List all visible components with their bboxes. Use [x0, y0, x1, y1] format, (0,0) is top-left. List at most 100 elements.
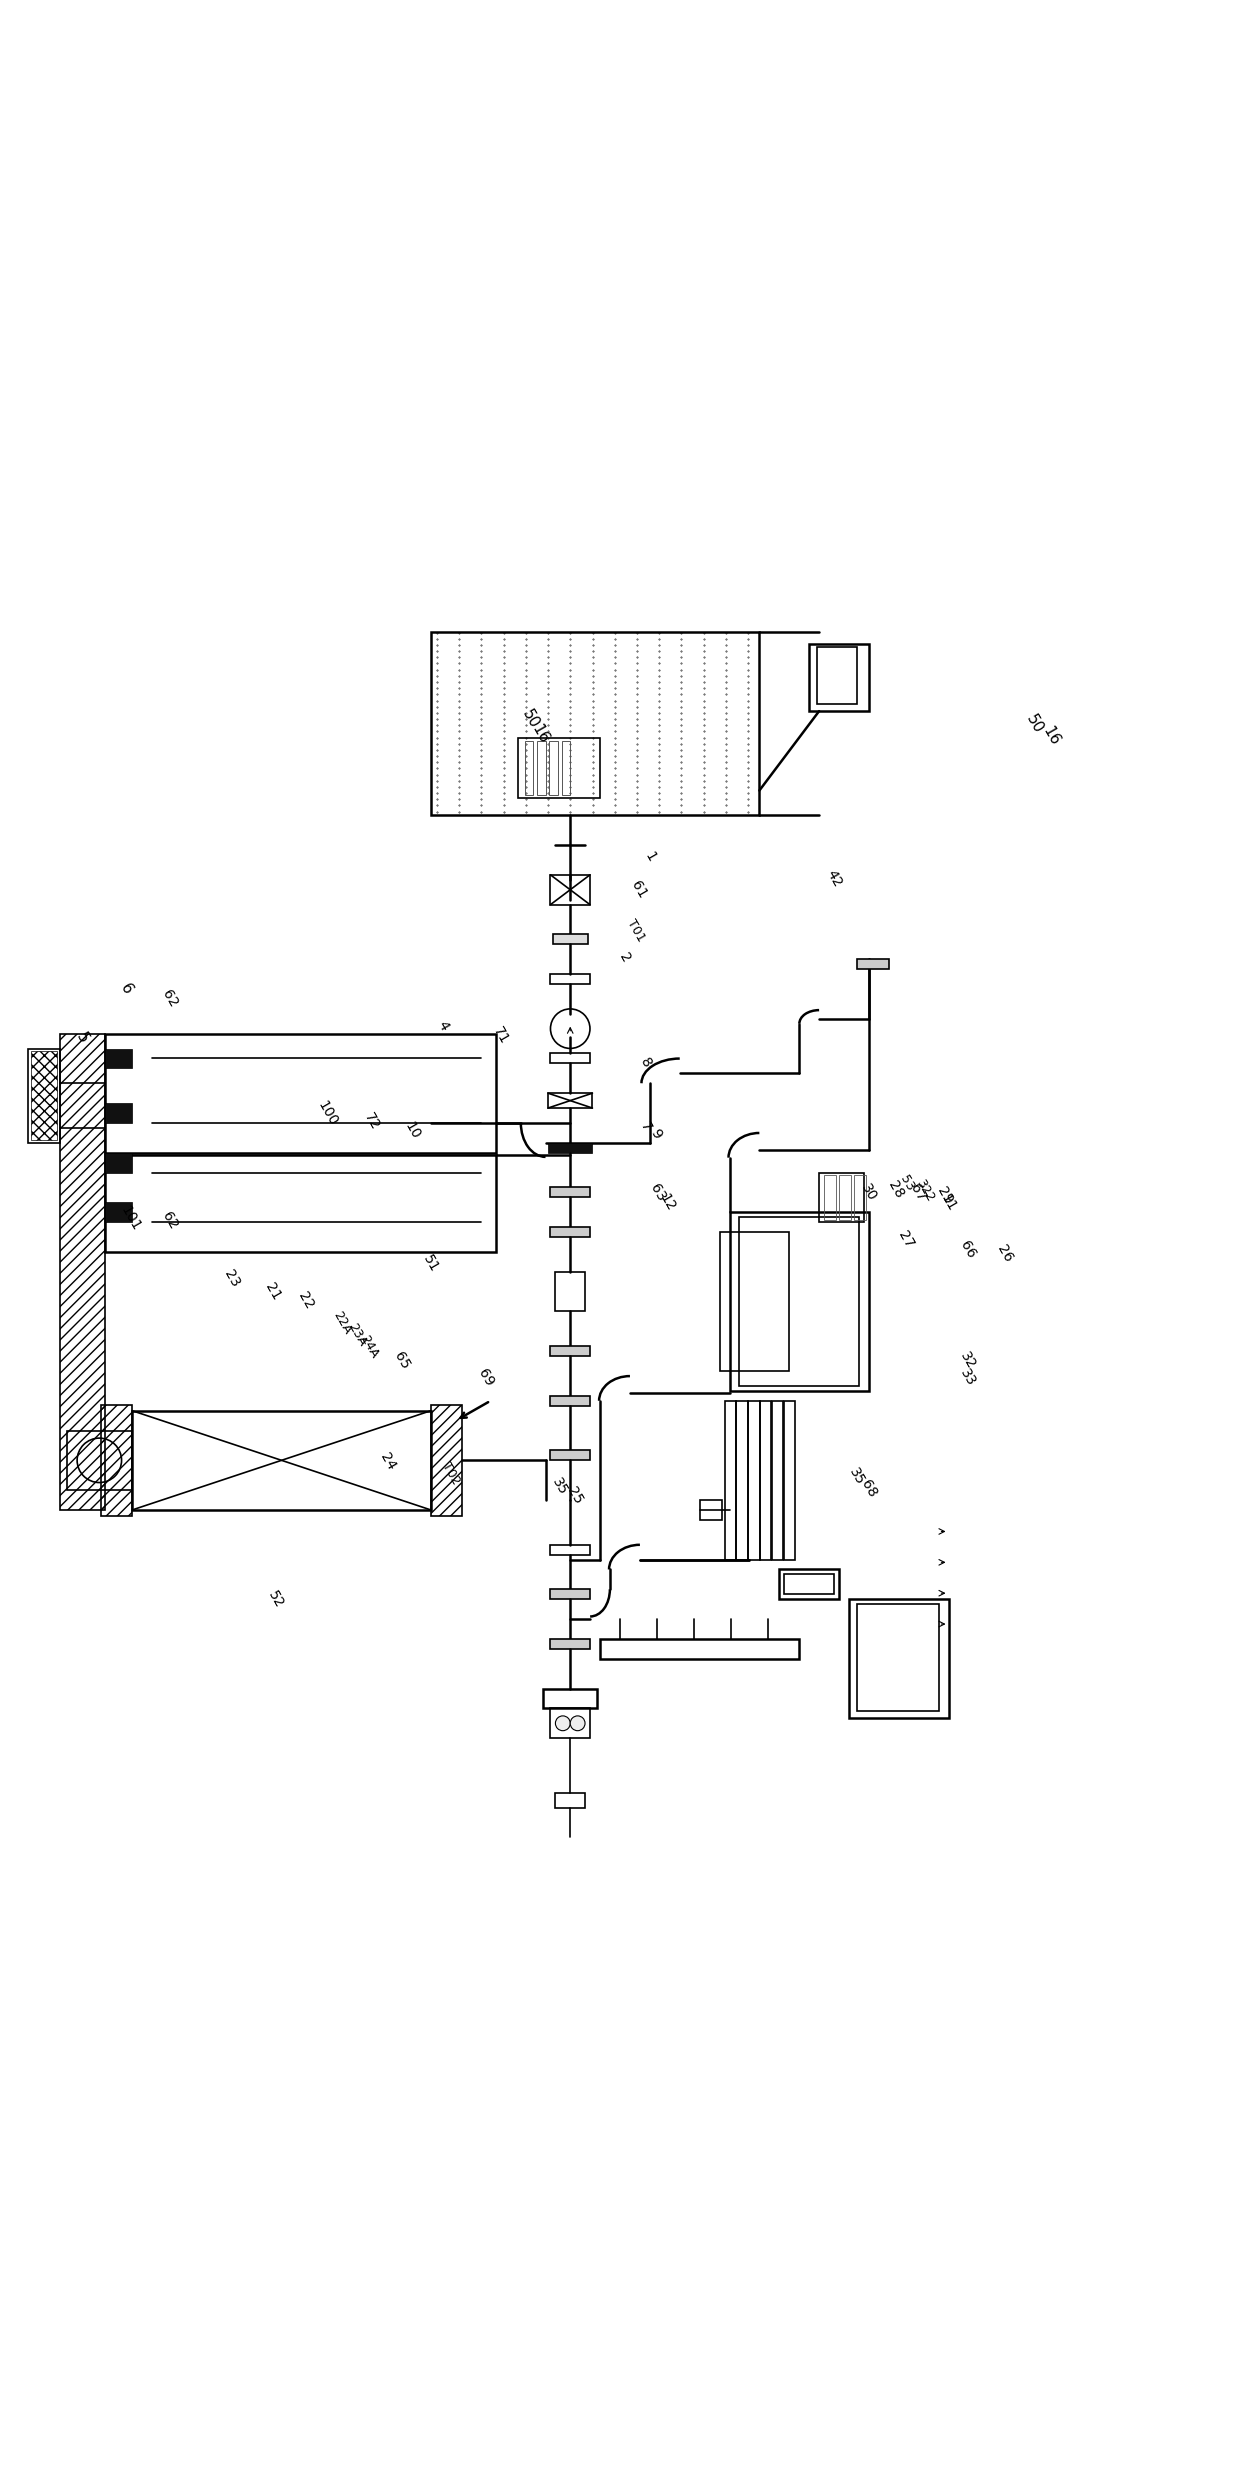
Bar	[551, 1709, 590, 1739]
Bar	[760, 1401, 771, 1560]
Bar	[810, 644, 869, 712]
Text: T01: T01	[624, 918, 647, 945]
Bar	[817, 647, 857, 704]
Bar	[839, 1174, 851, 1219]
Text: 16: 16	[529, 722, 552, 746]
Text: 30: 30	[858, 1182, 879, 1204]
Bar	[784, 1401, 795, 1560]
Text: 62: 62	[160, 1209, 181, 1232]
Text: 67: 67	[908, 1182, 929, 1204]
Bar	[102, 1406, 133, 1515]
Text: 52: 52	[265, 1590, 286, 1610]
Bar	[857, 1605, 939, 1712]
Bar	[551, 1590, 590, 1600]
Text: 22A: 22A	[330, 1309, 353, 1336]
Circle shape	[556, 1717, 570, 1732]
Bar	[749, 1401, 760, 1560]
Bar	[105, 1154, 496, 1251]
Text: 50: 50	[518, 707, 542, 731]
Text: 28: 28	[885, 1179, 906, 1202]
Bar	[551, 1640, 590, 1650]
Text: 61: 61	[629, 878, 650, 901]
Text: 51: 51	[420, 1254, 441, 1276]
Text: 6: 6	[118, 980, 135, 998]
Text: 53: 53	[897, 1172, 916, 1194]
Text: 29: 29	[935, 1184, 956, 1207]
Bar	[430, 1406, 461, 1515]
Bar	[551, 1451, 590, 1460]
Text: 322: 322	[913, 1177, 936, 1204]
Bar	[784, 1575, 835, 1595]
Text: 7: 7	[637, 1120, 653, 1135]
Text: 69: 69	[476, 1366, 497, 1388]
Bar	[551, 876, 590, 906]
Bar	[551, 1187, 590, 1197]
Bar	[27, 1047, 60, 1142]
Bar	[105, 1102, 133, 1122]
Bar	[551, 975, 590, 985]
Bar	[551, 1545, 590, 1555]
Text: 10: 10	[402, 1120, 423, 1142]
Bar	[105, 1047, 133, 1067]
Text: 23A: 23A	[345, 1321, 368, 1348]
Text: 35: 35	[549, 1475, 570, 1498]
Text: 1: 1	[642, 848, 658, 863]
Text: 63: 63	[647, 1182, 668, 1204]
Bar	[548, 1142, 593, 1152]
Bar	[430, 632, 759, 816]
Bar	[105, 1033, 496, 1152]
Text: 25: 25	[564, 1485, 585, 1508]
Text: T02: T02	[439, 1460, 463, 1488]
Text: 100: 100	[315, 1100, 341, 1130]
Bar	[853, 1174, 866, 1219]
Text: 35: 35	[846, 1465, 867, 1488]
Text: 11: 11	[937, 1192, 959, 1214]
Text: 42: 42	[823, 868, 844, 891]
Bar	[600, 1640, 800, 1659]
Bar	[556, 1794, 585, 1809]
Bar	[543, 1689, 598, 1709]
Text: 16: 16	[1039, 724, 1063, 749]
Bar	[729, 1212, 869, 1391]
Text: 12: 12	[657, 1192, 678, 1214]
Bar	[724, 1401, 735, 1560]
Bar	[825, 1174, 837, 1219]
Bar	[31, 1050, 57, 1140]
Text: 24: 24	[377, 1451, 398, 1473]
Bar	[133, 1411, 430, 1510]
Bar	[820, 1172, 864, 1222]
Text: 65: 65	[392, 1348, 413, 1371]
Text: 2: 2	[616, 950, 632, 965]
Text: 27: 27	[895, 1229, 916, 1251]
Bar	[525, 741, 533, 796]
Text: 72: 72	[361, 1110, 382, 1132]
Text: 32: 32	[957, 1348, 978, 1371]
Bar	[699, 1500, 722, 1520]
Bar	[60, 1033, 105, 1510]
Text: 21: 21	[262, 1279, 283, 1301]
Bar	[551, 1227, 590, 1237]
Bar	[556, 1271, 585, 1311]
Text: 22: 22	[295, 1289, 316, 1311]
Bar	[773, 1401, 784, 1560]
Bar	[551, 1396, 590, 1406]
Bar	[105, 1152, 133, 1172]
Text: 68: 68	[858, 1478, 879, 1500]
Bar	[779, 1570, 839, 1600]
Text: 66: 66	[957, 1239, 978, 1261]
Bar	[737, 1401, 748, 1560]
Text: 26: 26	[994, 1244, 1016, 1266]
Bar	[537, 741, 546, 796]
Text: 50: 50	[1023, 712, 1047, 736]
Text: 62: 62	[160, 988, 181, 1010]
Bar	[562, 741, 570, 796]
Bar	[518, 739, 600, 799]
Circle shape	[570, 1717, 585, 1732]
Bar	[849, 1600, 949, 1719]
Text: 33: 33	[957, 1366, 978, 1388]
Text: 71: 71	[491, 1025, 511, 1047]
Text: 9: 9	[647, 1127, 663, 1142]
Bar	[549, 741, 558, 796]
Bar	[548, 1092, 593, 1107]
Text: 23: 23	[222, 1269, 242, 1289]
